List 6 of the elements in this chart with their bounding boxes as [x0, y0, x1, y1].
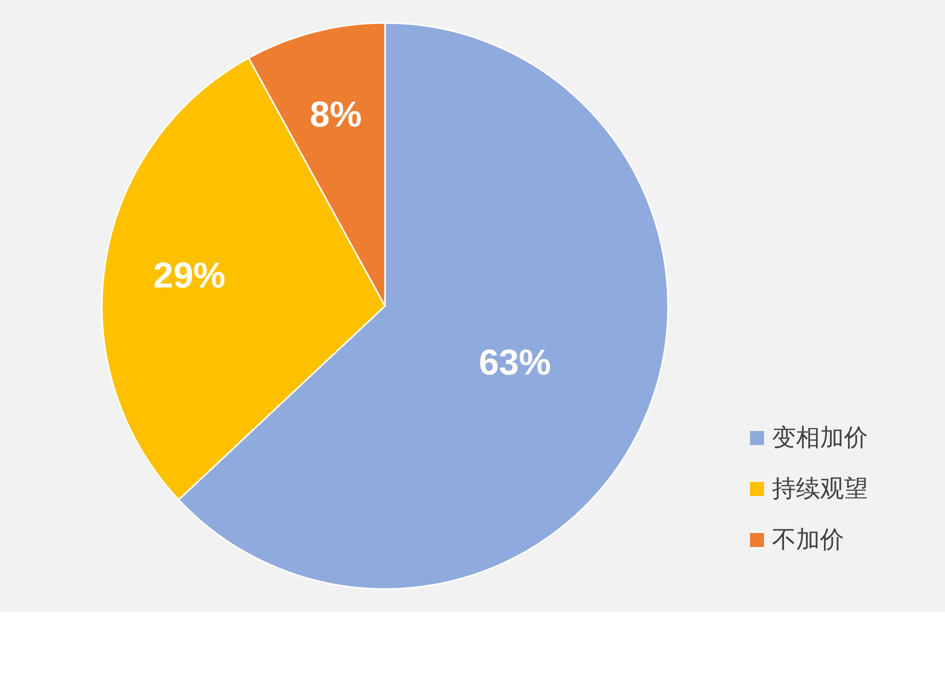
- legend-label: 持续观望: [772, 476, 868, 502]
- data-label: 63%: [478, 342, 551, 383]
- legend-label: 变相加价: [772, 424, 868, 452]
- data-label: 8%: [310, 94, 362, 135]
- legend-label: 不加价: [772, 526, 844, 554]
- data-label: 29%: [153, 254, 226, 296]
